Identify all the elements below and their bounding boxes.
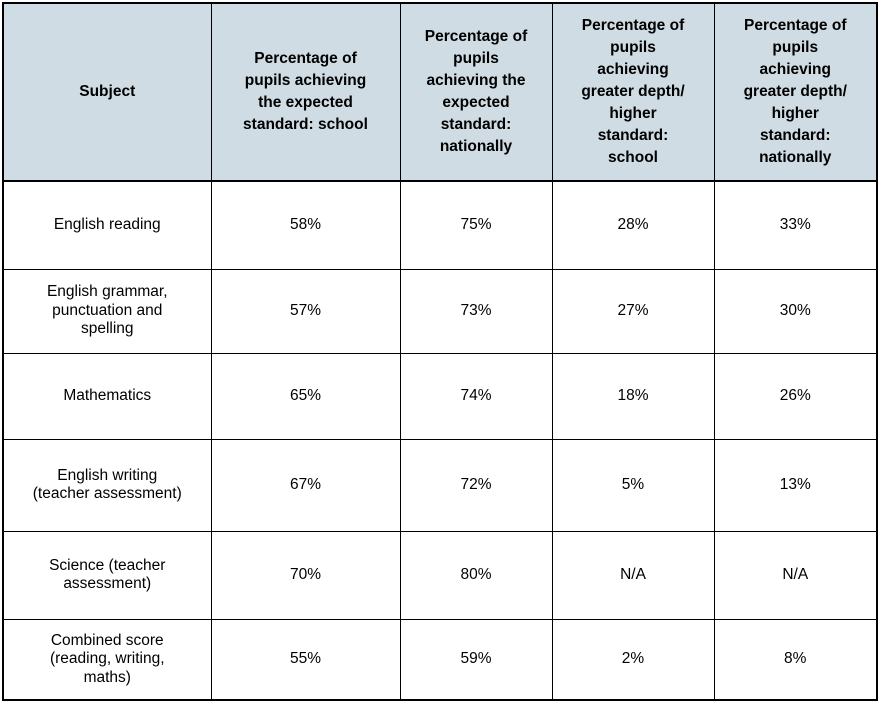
table-row-english-writing: English writing (teacher assessment) 67%… [2,438,878,532]
cell-greater-national: 33% [713,180,878,270]
header-expected-standard-nationally: Percentage of pupils achieving the expec… [399,2,553,182]
table-row-combined-score: Combined score (reading, writing, maths)… [2,618,878,701]
header-row: Subject Percentage of pupils achieving t… [2,2,878,182]
cell-greater-national: 8% [713,618,878,701]
cell-expected-school: 55% [210,618,401,701]
table-row-science: Science (teacher assessment) 70% 80% N/A… [2,530,878,620]
cell-greater-national: 30% [713,268,878,354]
cell-subject: English reading [2,180,212,270]
cell-expected-national: 74% [399,352,553,440]
cell-subject: English writing (teacher assessment) [2,438,212,532]
cell-expected-national: 75% [399,180,553,270]
cell-subject: Combined score (reading, writing, maths) [2,618,212,701]
header-greater-depth-nationally: Percentage of pupils achieving greater d… [713,2,878,182]
cell-expected-school: 57% [210,268,401,354]
cell-subject: Science (teacher assessment) [2,530,212,620]
header-subject: Subject [2,2,212,182]
cell-greater-national: 26% [713,352,878,440]
header-greater-depth-school: Percentage of pupils achieving greater d… [551,2,715,182]
cell-expected-national: 80% [399,530,553,620]
cell-greater-school: 5% [551,438,715,532]
cell-expected-school: 58% [210,180,401,270]
cell-expected-school: 67% [210,438,401,532]
cell-subject: Mathematics [2,352,212,440]
table-row-mathematics: Mathematics 65% 74% 18% 26% [2,352,878,440]
cell-subject: English grammar, punctuation and spellin… [2,268,212,354]
table-row-english-grammar: English grammar, punctuation and spellin… [2,268,878,354]
cell-expected-school: 65% [210,352,401,440]
cell-greater-national: N/A [713,530,878,620]
cell-greater-school: N/A [551,530,715,620]
cell-greater-school: 18% [551,352,715,440]
table-row-english-reading: English reading 58% 75% 28% 33% [2,180,878,270]
cell-expected-national: 59% [399,618,553,701]
cell-expected-school: 70% [210,530,401,620]
cell-expected-national: 73% [399,268,553,354]
cell-greater-school: 28% [551,180,715,270]
cell-greater-school: 27% [551,268,715,354]
cell-greater-school: 2% [551,618,715,701]
cell-expected-national: 72% [399,438,553,532]
cell-greater-national: 13% [713,438,878,532]
header-expected-standard-school: Percentage of pupils achieving the expec… [210,2,401,182]
